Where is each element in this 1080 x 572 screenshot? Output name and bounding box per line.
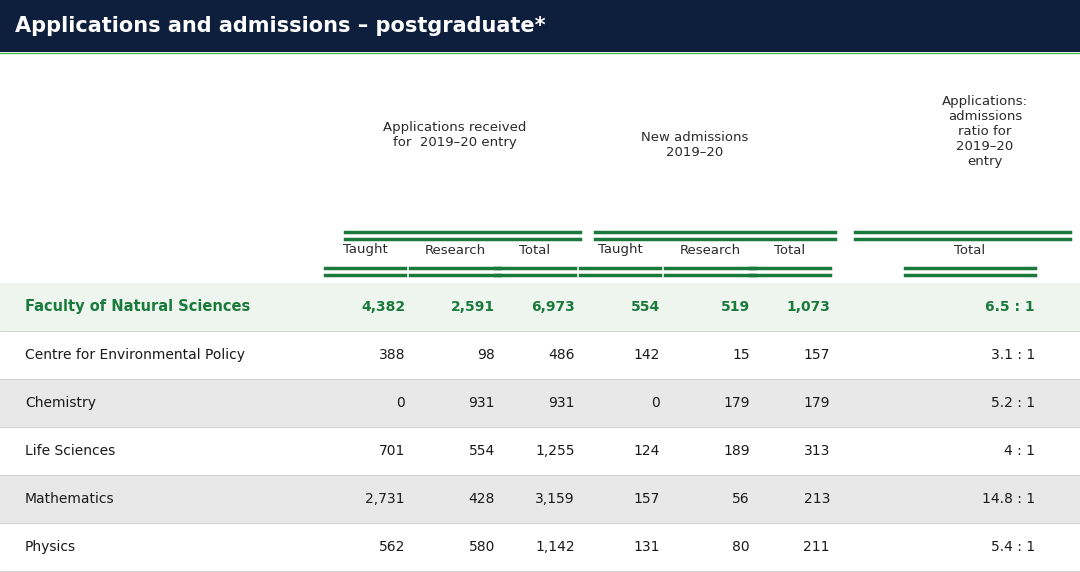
Text: 142: 142: [634, 348, 660, 362]
Text: 4,382: 4,382: [361, 300, 405, 314]
Text: 131: 131: [634, 540, 660, 554]
Text: 388: 388: [378, 348, 405, 362]
Text: 56: 56: [732, 492, 750, 506]
Text: 1,255: 1,255: [536, 444, 575, 458]
Text: 15: 15: [732, 348, 750, 362]
Bar: [0, 283, 1080, 331]
Text: 2,591: 2,591: [450, 300, 495, 314]
Text: Centre for Environmental Policy: Centre for Environmental Policy: [25, 348, 245, 362]
Text: Research: Research: [679, 244, 741, 256]
Text: Life Sciences: Life Sciences: [25, 444, 116, 458]
Text: 6.5 : 1: 6.5 : 1: [985, 300, 1035, 314]
Text: 5.2 : 1: 5.2 : 1: [990, 396, 1035, 410]
Bar: [0, 427, 1080, 475]
Text: 428: 428: [469, 492, 495, 506]
Text: Applications:
admissions
ratio for
2019–20
entry: Applications: admissions ratio for 2019–…: [942, 95, 1028, 168]
Text: 14.8 : 1: 14.8 : 1: [982, 492, 1035, 506]
Bar: [0, 523, 1080, 571]
Text: 213: 213: [804, 492, 831, 506]
Text: Research: Research: [424, 244, 486, 256]
Text: Applications received
for  2019–20 entry: Applications received for 2019–20 entry: [383, 121, 527, 149]
Text: 5.4 : 1: 5.4 : 1: [990, 540, 1035, 554]
Text: New admissions
2019–20: New admissions 2019–20: [642, 131, 748, 159]
Bar: [0, 331, 1080, 379]
Text: Applications and admissions – postgraduate*: Applications and admissions – postgradua…: [15, 16, 545, 36]
Text: 1,073: 1,073: [786, 300, 831, 314]
Text: 80: 80: [732, 540, 750, 554]
Text: 554: 554: [631, 300, 660, 314]
Text: Taught: Taught: [342, 244, 388, 256]
Text: 124: 124: [634, 444, 660, 458]
Text: 562: 562: [379, 540, 405, 554]
Text: 554: 554: [469, 444, 495, 458]
Text: Total: Total: [774, 244, 806, 256]
Text: 2,731: 2,731: [365, 492, 405, 506]
Text: 931: 931: [549, 396, 575, 410]
Bar: [0, 0, 1080, 52]
Text: Chemistry: Chemistry: [25, 396, 96, 410]
Text: 189: 189: [724, 444, 750, 458]
Text: 1,142: 1,142: [536, 540, 575, 554]
Bar: [0, 379, 1080, 427]
Text: 157: 157: [804, 348, 831, 362]
Text: 580: 580: [469, 540, 495, 554]
Text: Physics: Physics: [25, 540, 76, 554]
Text: Taught: Taught: [597, 244, 643, 256]
Text: 931: 931: [469, 396, 495, 410]
Text: 211: 211: [804, 540, 831, 554]
Text: 313: 313: [804, 444, 831, 458]
Text: 157: 157: [634, 492, 660, 506]
Text: 179: 179: [724, 396, 750, 410]
Text: 0: 0: [651, 396, 660, 410]
Text: 4 : 1: 4 : 1: [1004, 444, 1035, 458]
Text: 3.1 : 1: 3.1 : 1: [990, 348, 1035, 362]
Text: 519: 519: [720, 300, 750, 314]
Text: 6,973: 6,973: [531, 300, 575, 314]
Text: 98: 98: [477, 348, 495, 362]
Text: 486: 486: [549, 348, 575, 362]
Text: Mathematics: Mathematics: [25, 492, 114, 506]
Text: Total: Total: [955, 244, 986, 256]
Bar: [0, 475, 1080, 523]
Text: 179: 179: [804, 396, 831, 410]
Text: 701: 701: [379, 444, 405, 458]
Text: 0: 0: [396, 396, 405, 410]
Text: 3,159: 3,159: [536, 492, 575, 506]
Text: Faculty of Natural Sciences: Faculty of Natural Sciences: [25, 300, 251, 315]
Text: Total: Total: [519, 244, 551, 256]
